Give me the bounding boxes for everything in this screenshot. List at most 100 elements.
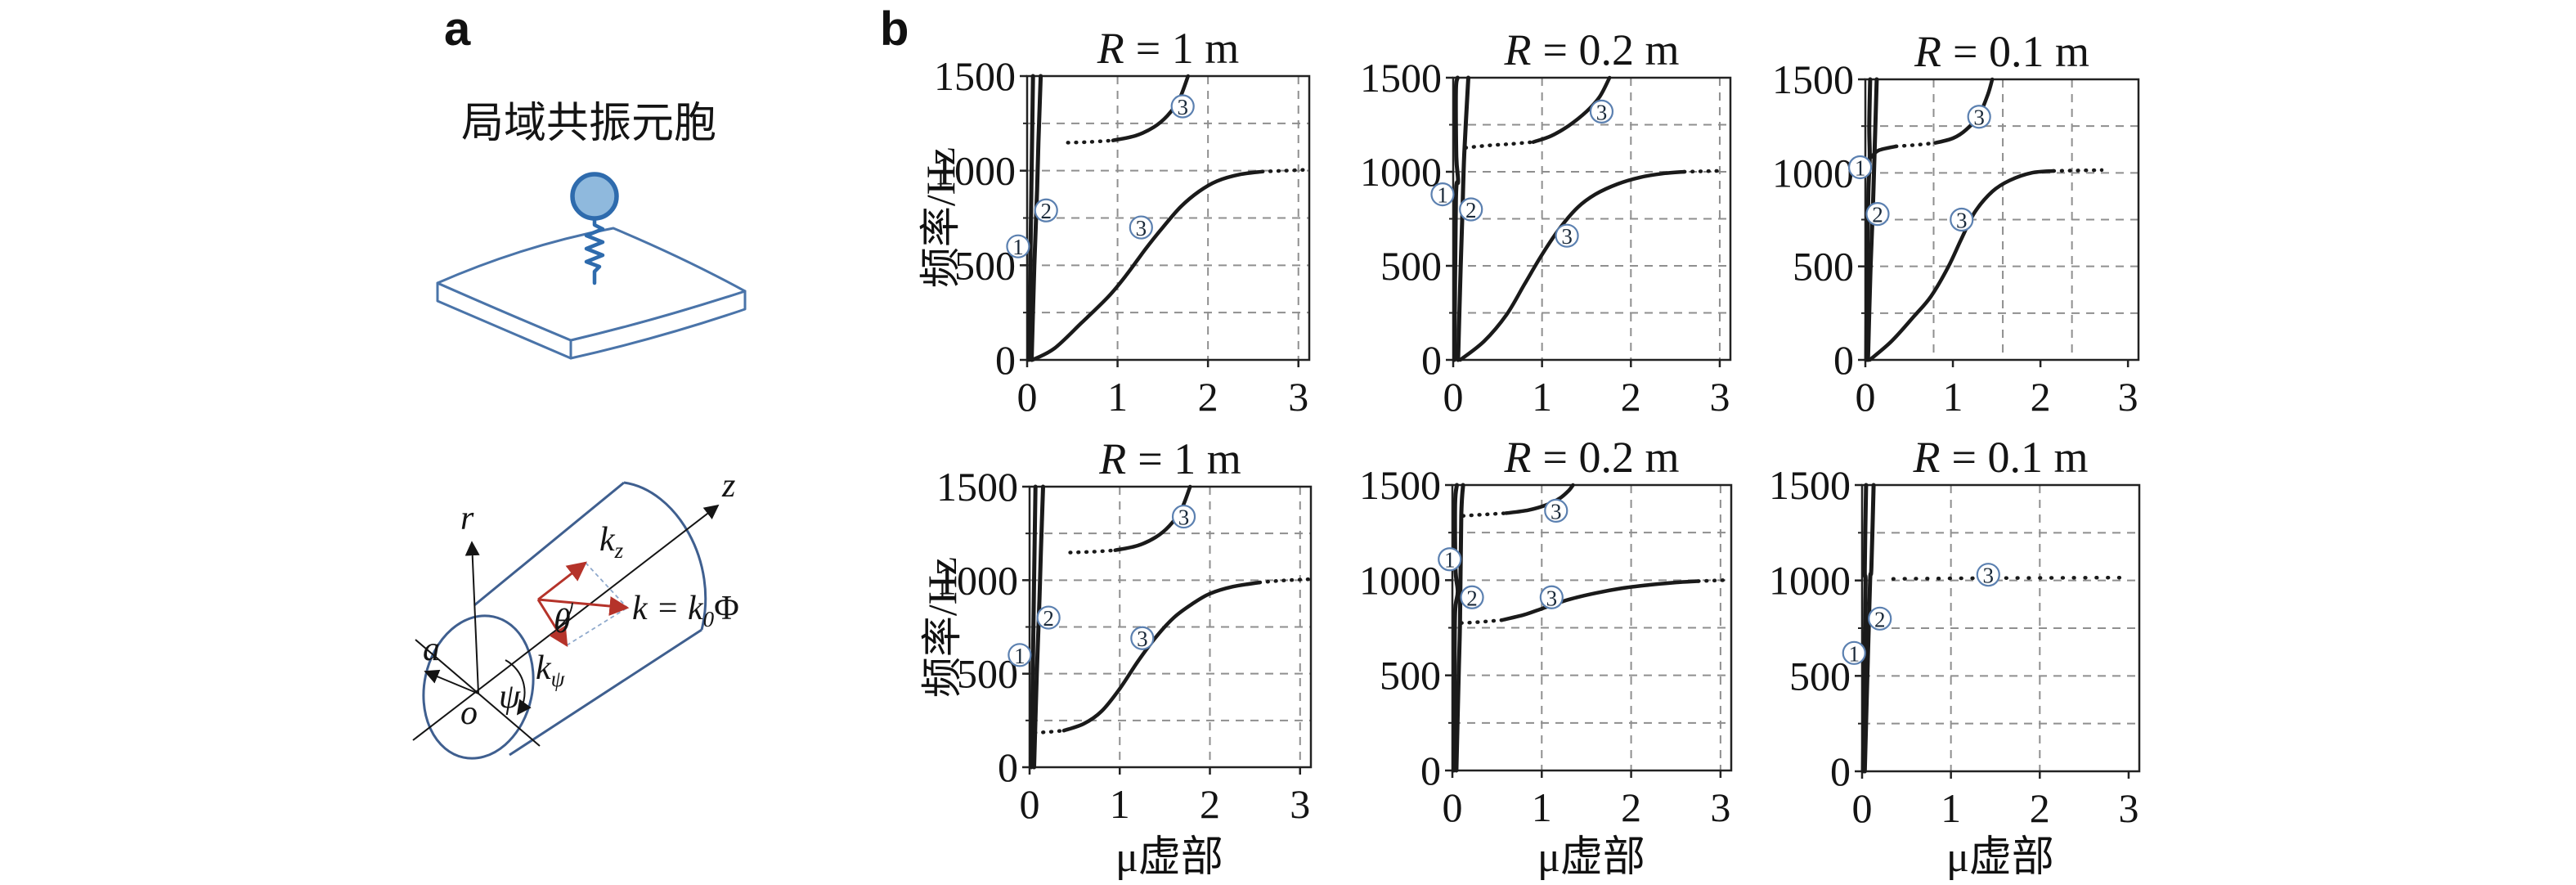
branch-badge-circle: [1842, 640, 1866, 665]
y-tick-label: 500: [1380, 653, 1441, 699]
cylinder-diagram: r z o a ψ θ kz kψ k = k0Φ: [412, 467, 739, 760]
curve-branch-3-lower-flat: [1459, 618, 1504, 625]
y-tick-label: 1500: [934, 53, 1016, 99]
x-tick-label: 2: [1198, 374, 1218, 420]
plot-title: R = 0.2 m: [1504, 433, 1680, 482]
y-tick-label: 1500: [1772, 56, 1854, 102]
y-tick-label: 0: [995, 337, 1016, 383]
x-tick-label: 2: [2030, 785, 2050, 831]
y-tick-label: 1500: [1359, 462, 1441, 508]
kz-label: kz: [599, 521, 624, 563]
curve-branch-2: [1032, 484, 1045, 770]
spring-icon: [584, 217, 605, 285]
branch-badge-circle: [1589, 99, 1614, 124]
curve-branch-3-upper-flat: [1461, 511, 1508, 518]
branch-badge-number: 3: [1136, 216, 1147, 240]
x-tick-label: 2: [2031, 374, 2051, 420]
cylinder-top-edge: [473, 481, 625, 607]
branch-badge-circle: [1868, 606, 1892, 631]
curve-branch-3-lower-tail: [1682, 168, 1726, 174]
branch-badge-number: 2: [1040, 199, 1052, 223]
branch-badge-circle: [1544, 498, 1568, 523]
x-tick-label: 0: [1020, 781, 1040, 827]
cylinder-far-end-arc: [623, 481, 707, 631]
psi-angle-arc: [505, 659, 532, 716]
k-equation-label: k = k0Φ: [632, 590, 739, 631]
plate-top-face: [436, 227, 747, 342]
branch-badge-number: 3: [1546, 586, 1558, 610]
plot-title: R = 1 m: [1098, 434, 1241, 483]
panel-a-label: a: [444, 2, 471, 56]
origin-label: o: [460, 694, 478, 732]
plot-title: R = 0.1 m: [1914, 27, 2089, 76]
branch-badge-number: 2: [1874, 607, 1886, 631]
curve-branch-3-lower: [1061, 580, 1262, 733]
cylinder-bottom-edge: [509, 628, 702, 757]
y-tick-label: 500: [1380, 243, 1442, 289]
y-tick-label: 0: [1420, 748, 1441, 793]
branch-badge-circle: [1865, 202, 1890, 227]
x-tick-label: 1: [1110, 781, 1130, 827]
branch-badge-circle: [1459, 197, 1483, 222]
xlabel-bottom-right: μ虚部: [1946, 834, 2054, 881]
x-tick-label: 0: [1852, 785, 1873, 831]
curve-branch-3-lower: [1458, 169, 1686, 362]
branch-badge-number: 1: [1855, 155, 1866, 180]
panel-b-label: b: [880, 2, 909, 56]
branch-badge-circle: [1555, 223, 1579, 248]
branch-badge-number: 1: [1437, 183, 1448, 208]
branch-badge-circle: [1036, 605, 1061, 630]
y-tick-label: 500: [957, 651, 1018, 697]
branch-badge-circle: [1539, 585, 1564, 609]
x-tick-label: 3: [1709, 374, 1730, 420]
branch-badge-number: 1: [1012, 235, 1024, 259]
curve-branch-3-lower-tail: [1696, 578, 1727, 583]
resonator-mass-sphere: [570, 172, 619, 221]
y-tick-label: 1000: [934, 148, 1016, 194]
branch-badge-circle: [1170, 94, 1195, 119]
curve-branch-1: [1452, 75, 1461, 362]
branch-badge-circle: [1034, 198, 1058, 222]
z-axis-label: z: [721, 467, 735, 505]
branch-badge-number: 3: [1137, 627, 1148, 651]
curve-branch-3-lower-tail: [1257, 577, 1312, 585]
x-tick-label: 2: [1200, 781, 1220, 827]
kpsi-label: kψ: [536, 649, 566, 691]
x-tick-label: 0: [1443, 374, 1464, 420]
x-tick-label: 0: [1856, 374, 1876, 420]
branch-badge-circle: [1847, 155, 1873, 180]
y-tick-label: 1000: [1359, 557, 1441, 603]
y-tick-label: 1500: [1769, 462, 1851, 508]
x-tick-label: 3: [1290, 781, 1310, 827]
y-tick-label: 1500: [936, 464, 1018, 510]
resonance-cell-title: 局域共振元胞: [460, 101, 716, 147]
y-tick-label: 0: [998, 744, 1018, 790]
branch-badge-circle: [1438, 547, 1462, 572]
kpsi-vector-arrow: [536, 599, 568, 648]
branch-badge-circle: [1430, 182, 1455, 207]
y-tick-label: 500: [1789, 653, 1851, 699]
branch-badge-circle: [1976, 563, 2000, 587]
branch-badge-circle: [1006, 234, 1030, 258]
plot-title: R = 1 m: [1097, 24, 1239, 73]
x-tick-label: 1: [1943, 374, 1963, 420]
branch-badge-number: 2: [1465, 198, 1477, 222]
xlabel-bottom-middle: μ虚部: [1537, 834, 1645, 881]
y-tick-label: 0: [1421, 337, 1442, 383]
x-tick-label: 1: [1107, 374, 1128, 420]
z-axis-arrow: [412, 504, 720, 741]
k-vector-arrow: [537, 596, 630, 616]
x-tick-label: 3: [2118, 374, 2138, 420]
y-tick-label: 1000: [1769, 558, 1851, 604]
branch-badge-number: 1: [1014, 644, 1025, 668]
curve-branch-3-upper-flat: [1894, 141, 1937, 149]
curve-branch-1: [1864, 77, 1873, 362]
branch-badge-number: 3: [1596, 100, 1608, 124]
x-tick-label: 1: [1532, 784, 1552, 830]
curve-branch-3-upper-flat: [1463, 140, 1536, 150]
curve-branch-3-lower: [1868, 168, 2056, 362]
branch-badge-number: 3: [1956, 209, 1968, 233]
